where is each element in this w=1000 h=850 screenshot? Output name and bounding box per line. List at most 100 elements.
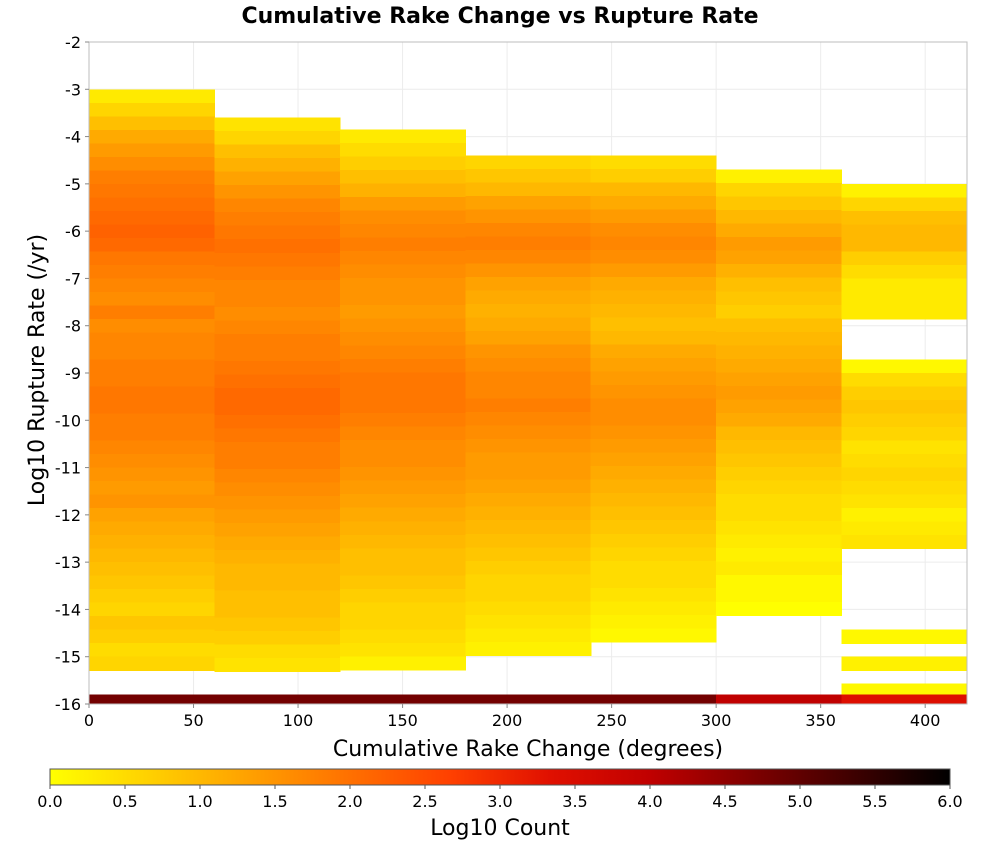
heatmap-cell bbox=[841, 224, 968, 239]
heatmap-cell bbox=[716, 223, 843, 238]
y-tick-label: -6 bbox=[65, 222, 81, 241]
heatmap-cell bbox=[716, 304, 843, 319]
heatmap-cell bbox=[716, 318, 843, 333]
heatmap-cell bbox=[89, 629, 216, 644]
heatmap-cell bbox=[339, 548, 466, 563]
heatmap-cell bbox=[465, 520, 592, 535]
heatmap-cell bbox=[89, 575, 216, 590]
heatmap-cell bbox=[214, 360, 341, 375]
heatmap-cell bbox=[716, 169, 843, 184]
heatmap-cell bbox=[339, 656, 466, 671]
x-tick-label: 200 bbox=[492, 711, 523, 730]
heatmap-cell bbox=[841, 467, 968, 482]
heatmap-cell bbox=[716, 264, 843, 279]
heatmap-cell bbox=[214, 455, 341, 470]
heatmap-cell bbox=[590, 344, 717, 359]
heatmap-cell bbox=[590, 236, 717, 251]
heatmap-cell bbox=[716, 453, 843, 468]
heatmap-cell bbox=[339, 453, 466, 468]
y-tick-label: -3 bbox=[65, 80, 81, 99]
heatmap-cell bbox=[465, 385, 592, 400]
heatmap-cell bbox=[841, 683, 968, 696]
heatmap-cell bbox=[339, 332, 466, 347]
heatmap-cell bbox=[590, 168, 717, 184]
heatmap-cell bbox=[339, 237, 466, 252]
heatmap-cell bbox=[214, 198, 341, 213]
heatmap-cell bbox=[841, 237, 968, 253]
x-tick-label: 300 bbox=[701, 711, 732, 730]
heatmap-cell bbox=[339, 399, 466, 414]
heatmap-cell bbox=[465, 574, 592, 589]
heatmap-cell bbox=[590, 290, 717, 305]
heatmap-cell bbox=[339, 629, 466, 644]
chart-title: Cumulative Rake Change vs Rupture Rate bbox=[241, 4, 758, 29]
heatmap-cell bbox=[214, 279, 341, 294]
heatmap-cell bbox=[465, 236, 592, 251]
heatmap-cell bbox=[716, 277, 843, 292]
heatmap-cell bbox=[339, 467, 466, 482]
heatmap-cell bbox=[214, 549, 341, 565]
heatmap-cell bbox=[339, 359, 466, 374]
heatmap-cell bbox=[716, 291, 843, 306]
heatmap-cell bbox=[89, 694, 216, 704]
heatmap-cell bbox=[465, 439, 592, 454]
heatmap-cell bbox=[841, 440, 968, 455]
heatmap-cell bbox=[89, 224, 216, 239]
x-tick-label: 250 bbox=[596, 711, 627, 730]
heatmap-cell bbox=[339, 426, 466, 441]
x-tick-label: 350 bbox=[805, 711, 836, 730]
heatmap-cell bbox=[214, 158, 341, 173]
heatmap-cell bbox=[89, 89, 216, 104]
heatmap-cell bbox=[841, 656, 968, 671]
heatmap-cell bbox=[339, 264, 466, 279]
heatmap-cell bbox=[716, 601, 843, 617]
heatmap-cell bbox=[214, 374, 341, 389]
x-tick-label: 50 bbox=[183, 711, 203, 730]
heatmap-cell bbox=[214, 212, 341, 227]
heatmap-cell bbox=[89, 494, 216, 509]
heatmap-cell bbox=[841, 197, 968, 212]
heatmap-cell bbox=[590, 412, 717, 427]
heatmap-cell bbox=[89, 305, 216, 320]
heatmap-cell bbox=[841, 481, 968, 496]
colorbar-tick-label: 4.5 bbox=[712, 792, 737, 811]
heatmap-cell bbox=[590, 614, 717, 629]
heatmap-cell bbox=[841, 372, 968, 388]
heatmap-cell bbox=[339, 413, 466, 428]
heatmap-cell bbox=[214, 185, 341, 200]
heatmap-cell bbox=[89, 548, 216, 563]
heatmap-cell bbox=[465, 168, 592, 184]
heatmap-cell bbox=[89, 589, 216, 604]
heatmap-cell bbox=[339, 183, 466, 198]
heatmap-cell bbox=[716, 196, 843, 211]
heatmap-cell bbox=[214, 468, 341, 484]
heatmap-cell bbox=[716, 210, 843, 225]
heatmap-cell bbox=[465, 182, 592, 197]
heatmap-cell bbox=[716, 412, 843, 427]
heatmap-cell bbox=[89, 535, 216, 550]
colorbar-tick-label: 3.0 bbox=[487, 792, 512, 811]
heatmap-cell bbox=[89, 616, 216, 631]
heatmap-cell bbox=[89, 197, 216, 212]
heatmap-cell bbox=[339, 372, 466, 387]
heatmap-cell bbox=[841, 629, 968, 644]
heatmap-cell bbox=[214, 239, 341, 254]
heatmap-cell bbox=[89, 102, 216, 117]
heatmap-cell bbox=[214, 117, 341, 132]
heatmap-cell bbox=[716, 250, 843, 265]
heatmap-cell bbox=[465, 547, 592, 562]
heatmap-cell bbox=[716, 426, 843, 441]
heatmap-cell bbox=[590, 371, 717, 386]
heatmap-cell bbox=[89, 602, 216, 617]
heatmap-cell bbox=[339, 521, 466, 536]
heatmap-cell bbox=[590, 560, 717, 575]
heatmap-cell bbox=[214, 441, 341, 456]
heatmap-cell bbox=[89, 521, 216, 536]
heatmap-cell bbox=[89, 454, 216, 469]
heatmap-cell bbox=[339, 129, 466, 144]
heatmap-cell bbox=[465, 506, 592, 521]
heatmap-cell bbox=[590, 601, 717, 616]
heatmap-cell bbox=[339, 210, 466, 225]
y-axis-label: Log10 Rupture Rate (/yr) bbox=[25, 234, 50, 506]
heatmap-cell bbox=[841, 386, 968, 401]
